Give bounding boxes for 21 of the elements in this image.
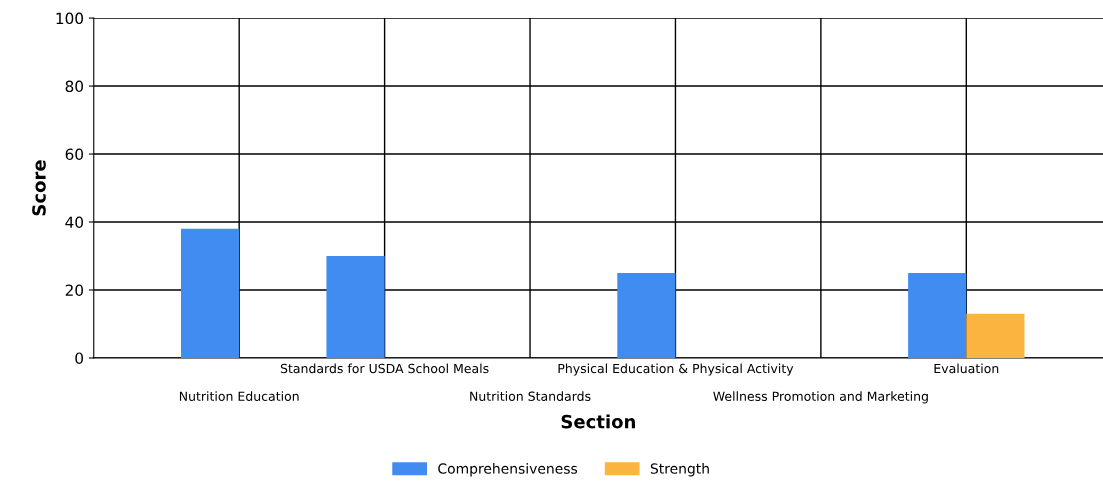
x-tick-label: Nutrition Education xyxy=(179,391,299,401)
y-tick-label: 0 xyxy=(75,352,84,364)
bar xyxy=(326,255,385,358)
x-tick-label: Wellness Promotion and Marketing xyxy=(713,391,928,404)
bar xyxy=(181,228,240,358)
y-axis-title: Score xyxy=(32,160,46,216)
y-tick-label: 60 xyxy=(65,148,84,161)
legend-label: Comprehensiveness xyxy=(438,463,578,477)
x-tick-label: Nutrition Standards xyxy=(470,391,591,401)
y-tick-label: 100 xyxy=(56,12,84,25)
bar xyxy=(908,272,967,358)
bar xyxy=(966,313,1025,358)
y-tick-label: 20 xyxy=(65,284,84,296)
legend-label: Strength xyxy=(650,463,709,477)
x-axis-title: Section xyxy=(561,414,635,429)
x-tick-label: Physical Education & Physical Activity xyxy=(558,363,794,376)
y-tick-label: 80 xyxy=(65,80,84,93)
y-tick-label: 40 xyxy=(65,216,84,229)
x-tick-label: Standards for USDA School Meals xyxy=(280,363,489,374)
x-tick-label: Evaluation xyxy=(934,363,999,374)
bar xyxy=(617,272,676,358)
